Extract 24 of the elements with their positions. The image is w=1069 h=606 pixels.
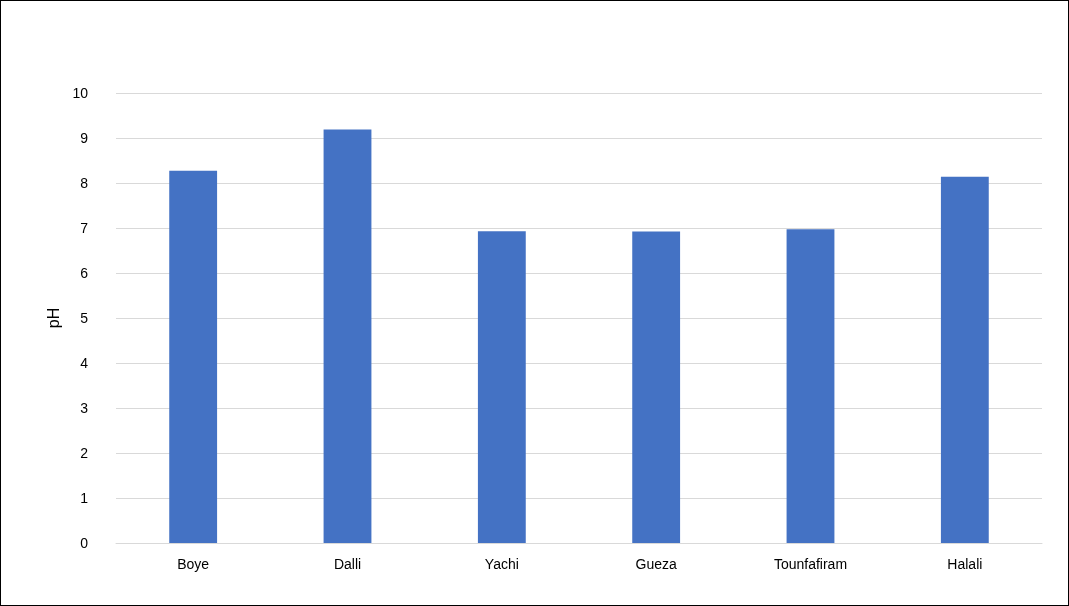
y-tick-label: 1 <box>80 490 89 506</box>
y-tick-label: 7 <box>80 220 89 236</box>
x-tick-label: Dalli <box>333 556 362 572</box>
y-tick-label: 8 <box>80 175 89 191</box>
y-tick-label: 5 <box>80 310 89 326</box>
y-tick-label: 6 <box>80 265 89 281</box>
x-tick-label: Boye <box>177 556 210 572</box>
y-tick-label: 0 <box>80 535 89 551</box>
bar <box>323 129 372 543</box>
y-tick-label: 4 <box>80 355 89 371</box>
bar <box>786 229 835 543</box>
x-tick-label: Yachi <box>484 556 519 572</box>
bar <box>632 231 681 543</box>
x-tick-label: Gueza <box>635 556 677 572</box>
bar <box>169 170 218 543</box>
x-tick-label: Tounfafiram <box>773 556 848 572</box>
y-tick-label: 2 <box>80 445 89 461</box>
y-tick-label: 3 <box>80 400 89 416</box>
bar <box>477 231 526 543</box>
y-tick-label: 9 <box>80 130 89 146</box>
bar <box>940 176 989 543</box>
y-axis-title: pH <box>45 307 63 329</box>
x-tick-label: Halali <box>947 556 983 572</box>
y-tick-label: 10 <box>72 85 89 101</box>
